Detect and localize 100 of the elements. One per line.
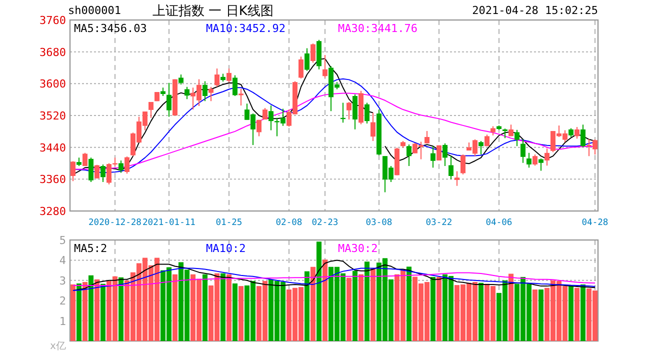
y-tick-label: 5: [59, 234, 66, 247]
y-tick-label: 4: [59, 254, 66, 268]
bar: [352, 270, 358, 341]
bar: [76, 283, 82, 341]
candlestick: [238, 88, 244, 106]
line-series: [72, 260, 596, 291]
y-axis-title: x亿: [50, 341, 66, 352]
bar: [202, 274, 208, 341]
bar: [100, 284, 106, 341]
y-tick-label: 3360: [40, 173, 66, 186]
bar: [538, 289, 544, 341]
bar: [220, 273, 226, 341]
candlestick: [520, 138, 526, 164]
bar: [82, 282, 88, 341]
candlestick: [82, 152, 88, 167]
y-tick-label: 3: [59, 274, 66, 288]
candlestick: [574, 126, 580, 140]
bar: [310, 266, 316, 341]
bar: [580, 284, 586, 341]
candlestick: [262, 107, 268, 120]
candlestick: [532, 154, 538, 166]
candlestick: [256, 119, 262, 137]
candlestick: [202, 80, 208, 102]
candlestick: [580, 124, 586, 148]
bar: [88, 275, 94, 341]
candlestick: [148, 101, 154, 118]
bar: [364, 262, 370, 341]
candlestick: [478, 140, 484, 155]
y-tick-label: 3600: [40, 78, 66, 91]
x-tick-label: 2021-01-11: [142, 218, 196, 228]
candlestick: [70, 160, 76, 182]
x-tick-label: 04-28: [582, 218, 608, 228]
bar: [532, 289, 538, 341]
bar: [238, 286, 244, 341]
x-tick-label: 03-08: [366, 218, 392, 228]
text: sh000001: [68, 4, 121, 17]
candlestick: [208, 86, 214, 102]
y-tick-label: 3440: [40, 141, 66, 154]
bar: [370, 268, 376, 341]
bar: [430, 276, 436, 341]
candlestick: [454, 170, 460, 186]
bar: [478, 282, 484, 341]
series-label: MA30:2: [338, 242, 378, 255]
x-tick-label: 2020-12-28: [88, 218, 142, 228]
x-tick-label: 03-22: [426, 218, 452, 228]
candlestick: [232, 74, 238, 96]
candlestick: [370, 112, 376, 142]
x-tick-label: 02-08: [276, 218, 302, 228]
text: MA10:3452.92: [206, 22, 286, 35]
bar: [574, 288, 580, 341]
candlestick: [448, 156, 454, 180]
candlestick: [460, 154, 466, 175]
candlestick: [178, 74, 184, 85]
chart-title: 上证指数 一 日K线图: [152, 4, 274, 19]
candlestick: [118, 160, 124, 174]
text: MA5:2: [74, 242, 108, 255]
candlestick: [346, 101, 352, 120]
bar: [118, 277, 124, 341]
bar: [508, 274, 514, 341]
candlestick: [214, 68, 220, 88]
text: 2021-04-28 15:02:25: [472, 4, 598, 17]
bar: [94, 279, 100, 341]
line-series: [72, 272, 596, 286]
bar: [436, 276, 442, 341]
candlestick: [424, 130, 430, 144]
bar: [322, 260, 328, 341]
x-tick-label: 01-25: [216, 218, 242, 228]
candlestick: [124, 156, 130, 174]
candlestick: [310, 42, 316, 64]
y-tick-label: 3680: [40, 46, 66, 59]
candlestick: [100, 164, 106, 182]
bar: [406, 266, 412, 341]
bar: [568, 286, 574, 341]
candlestick: [490, 126, 496, 136]
y-tick-label: 3520: [40, 110, 66, 122]
bar: [358, 274, 364, 341]
x-tick-label: 04-06: [486, 218, 512, 228]
candlestick: [304, 48, 310, 72]
text: MA5:3456.03: [74, 22, 147, 35]
bar: [346, 278, 352, 341]
bar: [172, 274, 178, 341]
candlestick: [544, 148, 550, 166]
candlestick: [538, 158, 544, 172]
y-tick-label: 2: [59, 294, 66, 308]
text: MA30:3441.76: [338, 22, 418, 35]
bar: [232, 283, 238, 341]
bar: [70, 284, 76, 341]
candlestick: [430, 146, 436, 168]
y-tick-label: 1: [59, 314, 66, 328]
candlestick: [184, 86, 190, 100]
candlestick: [442, 142, 448, 167]
bar: [226, 274, 232, 341]
candlestick: [406, 144, 412, 167]
candlestick: [364, 102, 370, 124]
x-tick-label: 02-23: [312, 218, 338, 228]
candlestick: [226, 68, 232, 83]
candlestick: [502, 128, 508, 139]
candlestick: [88, 157, 94, 182]
candlestick: [94, 164, 100, 179]
bar: [316, 242, 322, 341]
